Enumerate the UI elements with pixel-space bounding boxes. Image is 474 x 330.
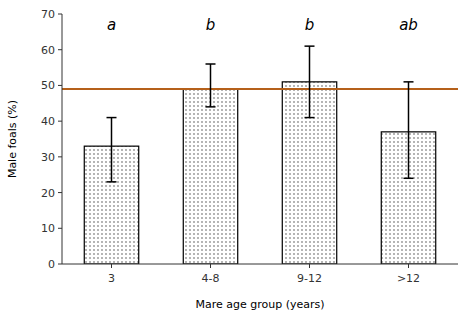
- x-tick: [408, 264, 409, 268]
- x-tick-label: >12: [397, 272, 420, 285]
- error-bar: [404, 82, 414, 178]
- bar: [183, 89, 237, 264]
- y-tick: [58, 156, 62, 157]
- significance-label: b: [305, 16, 315, 34]
- y-tick-label: 10: [41, 222, 55, 235]
- y-tick-label: 40: [41, 115, 55, 128]
- plot-area: [62, 46, 458, 264]
- x-tick-label: 9-12: [297, 272, 322, 285]
- y-tick-label: 20: [41, 187, 55, 200]
- chart-container: abbab010203040506070Male foals (%)34-89-…: [0, 0, 474, 330]
- significance-label: b: [206, 16, 216, 34]
- y-tick-label: 0: [48, 258, 55, 271]
- y-tick: [58, 192, 62, 193]
- x-axis-label: Mare age group (years): [195, 298, 324, 311]
- y-tick: [58, 14, 62, 15]
- x-tick: [309, 264, 310, 268]
- significance-label: ab: [399, 16, 418, 34]
- significance-label: a: [107, 16, 116, 34]
- x-tick-label: 4-8: [202, 272, 220, 285]
- x-tick: [210, 264, 211, 268]
- y-tick-label: 60: [41, 44, 55, 57]
- x-tick-label: 3: [108, 272, 115, 285]
- y-tick: [58, 49, 62, 50]
- y-axis-label: Male foals (%): [6, 100, 19, 178]
- error-bar: [206, 64, 216, 107]
- y-tick-label: 50: [41, 79, 55, 92]
- y-tick: [58, 228, 62, 229]
- x-axis-line: [62, 264, 458, 265]
- error-bar: [305, 46, 315, 117]
- chart: abbab010203040506070Male foals (%)34-89-…: [0, 0, 474, 330]
- y-tick: [58, 85, 62, 86]
- error-bar: [107, 118, 117, 182]
- y-tick: [58, 121, 62, 122]
- y-axis-line: [62, 14, 63, 264]
- y-tick: [58, 264, 62, 265]
- y-tick-label: 30: [41, 151, 55, 164]
- y-tick-label: 70: [41, 8, 55, 21]
- reference-line: [62, 88, 458, 90]
- x-tick: [111, 264, 112, 268]
